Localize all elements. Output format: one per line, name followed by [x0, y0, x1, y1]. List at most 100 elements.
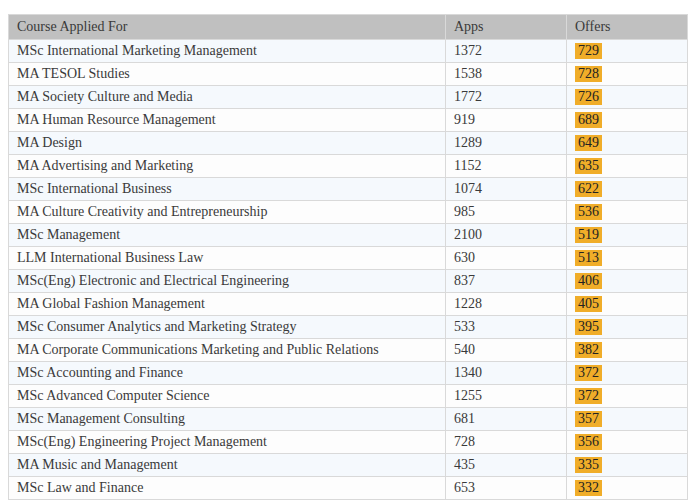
offers-value-highlight: 357: [575, 411, 602, 427]
table-row: MA Society Culture and Media1772 726: [9, 86, 688, 109]
offers-table: Course Applied For Apps Offers MSc Inter…: [8, 14, 688, 500]
table-row: MA Music and Management435 335: [9, 454, 688, 477]
offers-cell: 513: [567, 247, 688, 270]
apps-cell: 1372: [446, 40, 567, 63]
course-cell: LLM International Business Law: [9, 247, 446, 270]
course-cell: MSc Consumer Analytics and Marketing Str…: [9, 316, 446, 339]
offers-value-highlight: 536: [575, 204, 602, 220]
offers-value-highlight: 726: [575, 89, 602, 105]
apps-cell: 681: [446, 408, 567, 431]
offers-cell: 382: [567, 339, 688, 362]
offers-cell: 332: [567, 477, 688, 500]
offers-value-highlight: 519: [575, 227, 602, 243]
offers-cell: 635: [567, 155, 688, 178]
table-row: MSc Management Consulting681 357: [9, 408, 688, 431]
apps-cell: 540: [446, 339, 567, 362]
apps-cell: 1289: [446, 132, 567, 155]
apps-cell: 919: [446, 109, 567, 132]
course-cell: MSc Management Consulting: [9, 408, 446, 431]
table-row: MSc International Marketing Management13…: [9, 40, 688, 63]
course-cell: MA TESOL Studies: [9, 63, 446, 86]
apps-cell: 1152: [446, 155, 567, 178]
header-row: Course Applied For Apps Offers: [9, 15, 688, 40]
table-row: MSc Law and Finance653 332: [9, 477, 688, 500]
offers-cell: 726: [567, 86, 688, 109]
offers-value-highlight: 382: [575, 342, 602, 358]
offers-cell: 405: [567, 293, 688, 316]
table-row: MA Design1289 649: [9, 132, 688, 155]
offers-cell: 649: [567, 132, 688, 155]
offers-value-highlight: 405: [575, 296, 602, 312]
offers-value-highlight: 395: [575, 319, 602, 335]
apps-cell: 1228: [446, 293, 567, 316]
table-row: LLM International Business Law630 513: [9, 247, 688, 270]
offers-cell: 729: [567, 40, 688, 63]
course-cell: MA Music and Management: [9, 454, 446, 477]
table-row: MSc Accounting and Finance1340 372: [9, 362, 688, 385]
course-cell: MA Society Culture and Media: [9, 86, 446, 109]
offers-value-highlight: 335: [575, 457, 602, 473]
course-cell: MSc Management: [9, 224, 446, 247]
course-cell: MA Design: [9, 132, 446, 155]
offers-cell: 406: [567, 270, 688, 293]
offers-cell: 372: [567, 385, 688, 408]
apps-cell: 1074: [446, 178, 567, 201]
offers-cell: 728: [567, 63, 688, 86]
table-row: MSc(Eng) Engineering Project Management7…: [9, 431, 688, 454]
apps-cell: 435: [446, 454, 567, 477]
apps-cell: 533: [446, 316, 567, 339]
course-offers-report: Course Applied For Apps Offers MSc Inter…: [8, 14, 687, 500]
offers-value-highlight: 356: [575, 434, 602, 450]
table-row: MA Corporate Communications Marketing an…: [9, 339, 688, 362]
table-row: MSc International Business1074 622: [9, 178, 688, 201]
apps-cell: 1255: [446, 385, 567, 408]
offers-cell: 357: [567, 408, 688, 431]
offers-value-highlight: 372: [575, 365, 602, 381]
offers-cell: 356: [567, 431, 688, 454]
table-body: MSc International Marketing Management13…: [9, 40, 688, 500]
table-row: MA Global Fashion Management1228 405: [9, 293, 688, 316]
table-row: MSc Advanced Computer Science1255372: [9, 385, 688, 408]
course-cell: MSc International Marketing Management: [9, 40, 446, 63]
apps-cell: 630: [446, 247, 567, 270]
table-row: MA Culture Creativity and Entrepreneursh…: [9, 201, 688, 224]
apps-cell: 653: [446, 477, 567, 500]
offers-cell: 519: [567, 224, 688, 247]
offers-cell: 335: [567, 454, 688, 477]
offers-value-highlight: 689: [575, 112, 602, 128]
column-header-course: Course Applied For: [9, 15, 446, 40]
course-cell: MSc Accounting and Finance: [9, 362, 446, 385]
offers-value-highlight: 372: [575, 388, 602, 404]
table-row: MSc(Eng) Electronic and Electrical Engin…: [9, 270, 688, 293]
apps-cell: 728: [446, 431, 567, 454]
offers-cell: 395: [567, 316, 688, 339]
course-cell: MA Advertising and Marketing: [9, 155, 446, 178]
course-cell: MSc International Business: [9, 178, 446, 201]
table-row: MA Human Resource Management919689: [9, 109, 688, 132]
table-row: MA Advertising and Marketing1152635: [9, 155, 688, 178]
column-header-offers: Offers: [567, 15, 688, 40]
offers-value-highlight: 729: [575, 43, 602, 59]
apps-cell: 837: [446, 270, 567, 293]
course-cell: MA Global Fashion Management: [9, 293, 446, 316]
offers-cell: 536: [567, 201, 688, 224]
offers-value-highlight: 622: [575, 181, 602, 197]
table-row: MA TESOL Studies1538728: [9, 63, 688, 86]
offers-value-highlight: 649: [575, 135, 602, 151]
apps-cell: 1772: [446, 86, 567, 109]
offers-value-highlight: 406: [575, 273, 602, 289]
column-header-apps: Apps: [446, 15, 567, 40]
offers-cell: 689: [567, 109, 688, 132]
offers-cell: 622: [567, 178, 688, 201]
offers-value-highlight: 332: [575, 480, 602, 496]
apps-cell: 2100: [446, 224, 567, 247]
apps-cell: 1340: [446, 362, 567, 385]
course-cell: MA Corporate Communications Marketing an…: [9, 339, 446, 362]
offers-value-highlight: 513: [575, 250, 602, 266]
table-header: Course Applied For Apps Offers: [9, 15, 688, 40]
offers-cell: 372: [567, 362, 688, 385]
table-row: MSc Management2100 519: [9, 224, 688, 247]
course-cell: MSc Law and Finance: [9, 477, 446, 500]
offers-value-highlight: 728: [575, 66, 602, 82]
course-cell: MA Culture Creativity and Entrepreneursh…: [9, 201, 446, 224]
